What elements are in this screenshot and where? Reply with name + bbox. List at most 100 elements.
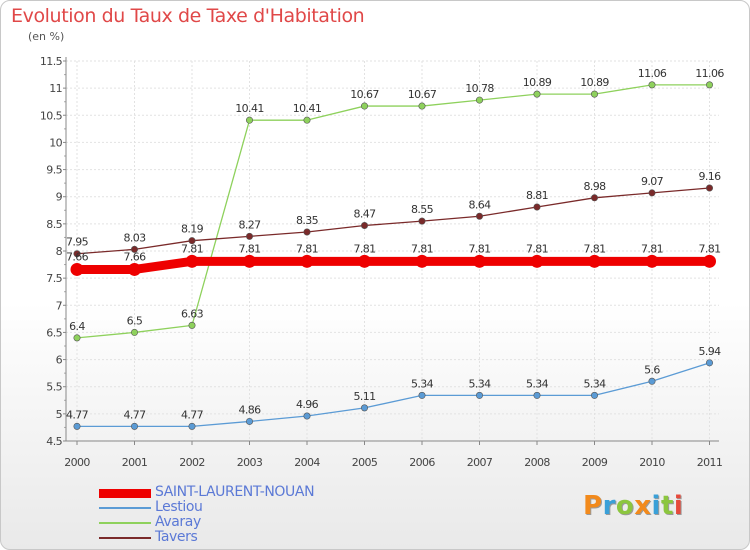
data-point xyxy=(73,250,81,258)
data-label: 7.81 xyxy=(698,242,720,255)
axes: 4.5 5 5.5 6 6.5 7 7.5 8 8.5 9 9.5 10 10.5 11 11.5 2000 2… xyxy=(40,55,723,469)
y-tick-label: 8 xyxy=(56,245,63,258)
chart-unit-label: (en %) xyxy=(28,30,65,43)
data-label: 7.95 xyxy=(66,236,89,249)
data-point xyxy=(590,90,598,98)
data-point xyxy=(243,254,256,268)
series-line-tavers xyxy=(76,187,711,255)
data-point xyxy=(360,221,368,229)
data-point xyxy=(705,184,713,192)
data-label: 4.77 xyxy=(66,408,89,421)
x-tick-label: 2009 xyxy=(582,456,608,469)
data-point xyxy=(303,228,311,236)
y-tick-label: 9 xyxy=(56,191,63,204)
data-point xyxy=(300,254,314,268)
data-label: 7.66 xyxy=(123,250,146,263)
y-tick-label: 11 xyxy=(49,82,62,95)
y-tick-label: 7.5 xyxy=(46,272,62,285)
data-point xyxy=(360,404,368,412)
data-label: 8.98 xyxy=(583,180,606,193)
y-tick-label: 6.5 xyxy=(46,326,62,339)
data-label: 10.67 xyxy=(408,88,437,101)
data-point xyxy=(70,262,84,276)
data-label: 10.41 xyxy=(293,102,322,115)
data-label: 10.78 xyxy=(465,82,494,95)
data-label: 4.77 xyxy=(181,408,204,421)
data-label: 10.89 xyxy=(523,76,552,89)
series-line-saint-laurent-nouan xyxy=(72,256,714,274)
data-point xyxy=(530,254,544,268)
data-point xyxy=(358,254,371,268)
proxiti-logo: Proxiti xyxy=(583,491,684,521)
y-tick-label: 5.5 xyxy=(46,381,62,394)
data-label: 7.81 xyxy=(353,242,375,255)
data-point xyxy=(705,81,713,89)
legend-swatch xyxy=(99,537,151,539)
data-label: 9.07 xyxy=(641,175,664,188)
data-point xyxy=(246,116,254,124)
x-tick-label: 2000 xyxy=(64,456,90,469)
x-tick-label: 2010 xyxy=(639,456,665,469)
data-labels: 7.66 7.66 7.81 7.81 7.81 7.81 7.81 7.81 7.81 7.81… xyxy=(66,67,725,421)
data-point xyxy=(185,254,199,268)
data-point xyxy=(645,254,659,268)
data-point xyxy=(703,254,716,268)
legend-swatch xyxy=(99,507,151,509)
data-label: 9.16 xyxy=(698,170,721,183)
data-point xyxy=(475,212,483,220)
data-label: 8.55 xyxy=(411,203,434,216)
data-label: 10.89 xyxy=(580,76,609,89)
x-tick-label: 2002 xyxy=(179,456,205,469)
data-point xyxy=(648,81,656,89)
data-point xyxy=(705,359,713,367)
x-tick-label: 2005 xyxy=(352,456,378,469)
series-line-avaray xyxy=(76,84,711,339)
data-label: 7.66 xyxy=(66,250,89,263)
data-label: 11.06 xyxy=(695,67,724,80)
data-point xyxy=(188,237,196,245)
legend-label: SAINT-LAURENT-NOUAN xyxy=(155,484,315,500)
data-label: 4.86 xyxy=(238,403,261,416)
data-label: 7.81 xyxy=(583,242,605,255)
data-point xyxy=(418,391,426,399)
data-label: 5.34 xyxy=(583,377,606,390)
data-point xyxy=(418,102,426,110)
data-point xyxy=(303,116,311,124)
data-label: 6.63 xyxy=(181,307,204,320)
data-point xyxy=(588,254,601,268)
data-point xyxy=(473,254,486,268)
data-point xyxy=(590,391,598,399)
y-tick-label: 4.5 xyxy=(46,435,62,448)
data-label: 5.94 xyxy=(698,345,721,358)
x-tick-label: 2006 xyxy=(409,456,435,469)
grid-lines xyxy=(66,60,719,442)
x-tick-label: 2003 xyxy=(237,456,263,469)
data-point xyxy=(533,391,541,399)
data-point xyxy=(303,412,311,420)
data-label: 5.34 xyxy=(526,377,549,390)
data-label: 7.81 xyxy=(238,242,260,255)
data-label: 10.41 xyxy=(235,102,264,115)
y-tick-label: 7 xyxy=(56,299,63,312)
data-label: 5.11 xyxy=(353,390,375,403)
series-line-lestiou xyxy=(76,362,711,427)
x-tick-label: 2001 xyxy=(122,456,148,469)
series-lines xyxy=(72,84,714,427)
data-label: 8.64 xyxy=(468,198,491,211)
data-label: 7.81 xyxy=(181,242,203,255)
data-point xyxy=(73,334,81,342)
data-point xyxy=(131,245,139,253)
data-point xyxy=(533,90,541,98)
data-point xyxy=(418,217,426,225)
y-tick-label: 11.5 xyxy=(40,55,63,68)
data-label: 10.67 xyxy=(350,88,379,101)
data-point xyxy=(73,422,81,430)
x-tick-label: 2004 xyxy=(294,456,320,469)
data-point xyxy=(188,321,196,329)
chart-title: Evolution du Taux de Taxe d'Habitation xyxy=(11,5,365,27)
data-point xyxy=(648,189,656,197)
series-points xyxy=(70,81,716,430)
legend-label: Avaray xyxy=(155,514,201,530)
